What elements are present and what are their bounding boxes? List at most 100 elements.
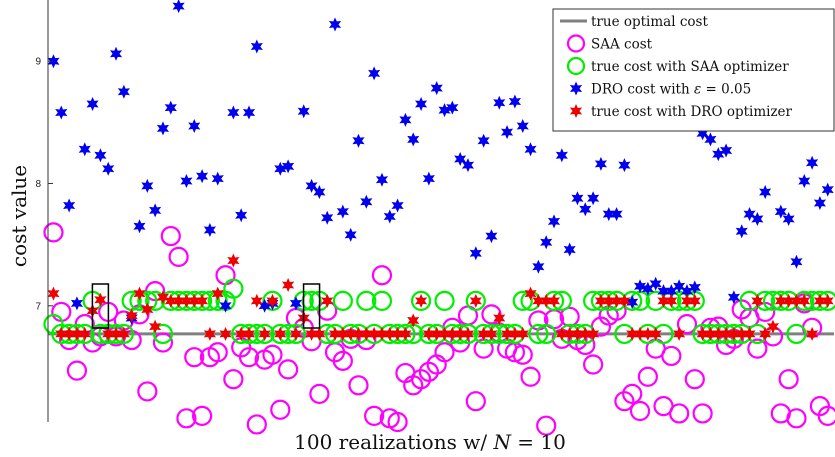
dro-true-point — [743, 326, 756, 341]
legend-marker — [566, 34, 586, 53]
dro-true-point — [634, 326, 647, 341]
dro-point — [532, 259, 545, 274]
dro-point — [821, 182, 834, 197]
dro-true-point — [55, 326, 68, 341]
saa-point — [786, 408, 807, 429]
dro-point — [782, 212, 795, 226]
dro-true-point — [133, 286, 146, 301]
dro-point — [688, 280, 701, 295]
saa-point — [184, 347, 205, 368]
saa-point — [629, 400, 651, 422]
saa-point — [434, 342, 455, 363]
dro-true-point — [657, 293, 670, 308]
dro-true-point — [446, 326, 459, 341]
dro-point — [336, 204, 349, 219]
saa-true-point — [786, 323, 807, 345]
saa-point — [309, 383, 330, 404]
dro-true-point — [735, 326, 748, 341]
dro-point — [798, 174, 811, 188]
dro-point — [172, 0, 185, 14]
dro-point — [696, 126, 709, 141]
dro-point — [774, 204, 787, 219]
dro-true-point — [485, 326, 498, 341]
dro-true-point — [618, 293, 631, 308]
saa-point — [387, 411, 408, 433]
dro-true-series — [47, 253, 834, 341]
dro-point — [117, 84, 130, 99]
dro-true-point — [196, 293, 209, 308]
saa-series — [43, 222, 835, 436]
dro-point — [344, 227, 357, 242]
dro-point — [368, 66, 381, 81]
legend-label: DRO cost with ε = 0.05 — [591, 82, 751, 98]
dro-true-point — [813, 293, 826, 308]
dro-true-point — [454, 326, 467, 341]
dro-point — [313, 185, 326, 199]
legend-label: true cost with SAA optimizer — [591, 59, 789, 75]
dro-true-point — [149, 319, 162, 334]
dro-true-point — [493, 311, 506, 325]
dro-point — [78, 142, 91, 157]
dro-true-point — [579, 326, 592, 341]
dro-point — [430, 81, 443, 96]
saa-true-point — [223, 278, 244, 299]
saa-point — [176, 408, 197, 429]
dro-point — [563, 242, 576, 257]
dro-point — [196, 169, 209, 184]
dro-point — [141, 178, 154, 193]
saa-point — [168, 246, 189, 267]
dro-true-point — [250, 293, 263, 308]
legend-label: SAA cost — [591, 37, 653, 53]
dro-point — [188, 119, 201, 133]
dro-true-point — [532, 293, 545, 308]
dro-point — [329, 17, 342, 32]
dro-point — [454, 152, 467, 166]
dro-true-point — [141, 302, 154, 317]
saa-point — [637, 366, 658, 387]
dro-true-point — [727, 326, 740, 341]
dro-true-point — [352, 326, 365, 341]
plot-area — [43, 0, 835, 436]
legend: true optimal cost SAA cost true cost with … — [552, 8, 835, 132]
dro-point — [735, 224, 748, 239]
dro-true-point — [461, 326, 474, 341]
saa-point — [583, 354, 604, 375]
dro-point — [203, 223, 216, 237]
dro-point — [289, 296, 302, 311]
dro-point — [321, 210, 334, 225]
dro-true-point — [751, 293, 764, 308]
dro-true-point — [759, 326, 772, 341]
saa-true-point — [528, 323, 549, 345]
saa-true-point — [465, 290, 486, 312]
dro-point — [250, 39, 263, 54]
saa-point — [778, 369, 799, 390]
dro-point — [806, 155, 819, 170]
legend-marker — [566, 56, 586, 76]
dro-point — [110, 46, 123, 61]
dro-point — [133, 219, 146, 234]
dro-true-point — [415, 293, 428, 308]
dro-true-point — [610, 293, 623, 308]
dro-true-point — [274, 326, 287, 341]
dro-series — [47, 0, 834, 325]
dro-point — [813, 196, 826, 210]
y-axis-label: cost value — [7, 165, 31, 267]
dro-point — [477, 133, 490, 148]
saa-point — [669, 403, 690, 424]
legend-marker — [569, 104, 583, 118]
dro-point — [352, 133, 365, 148]
dro-true-point — [266, 293, 279, 308]
dro-true-point — [821, 293, 834, 308]
dro-true-point — [242, 326, 256, 341]
dro-point — [446, 100, 459, 115]
dro-point — [375, 172, 388, 187]
highlight-box — [302, 283, 321, 329]
saa-point — [278, 359, 299, 380]
x-axis-label: 100 realizations w/ N = 10 — [294, 430, 566, 454]
dro-true-point — [477, 326, 490, 341]
dro-point — [469, 246, 482, 261]
dro-true-point — [501, 326, 514, 341]
dro-true-point — [203, 326, 216, 341]
dro-point — [86, 97, 99, 111]
